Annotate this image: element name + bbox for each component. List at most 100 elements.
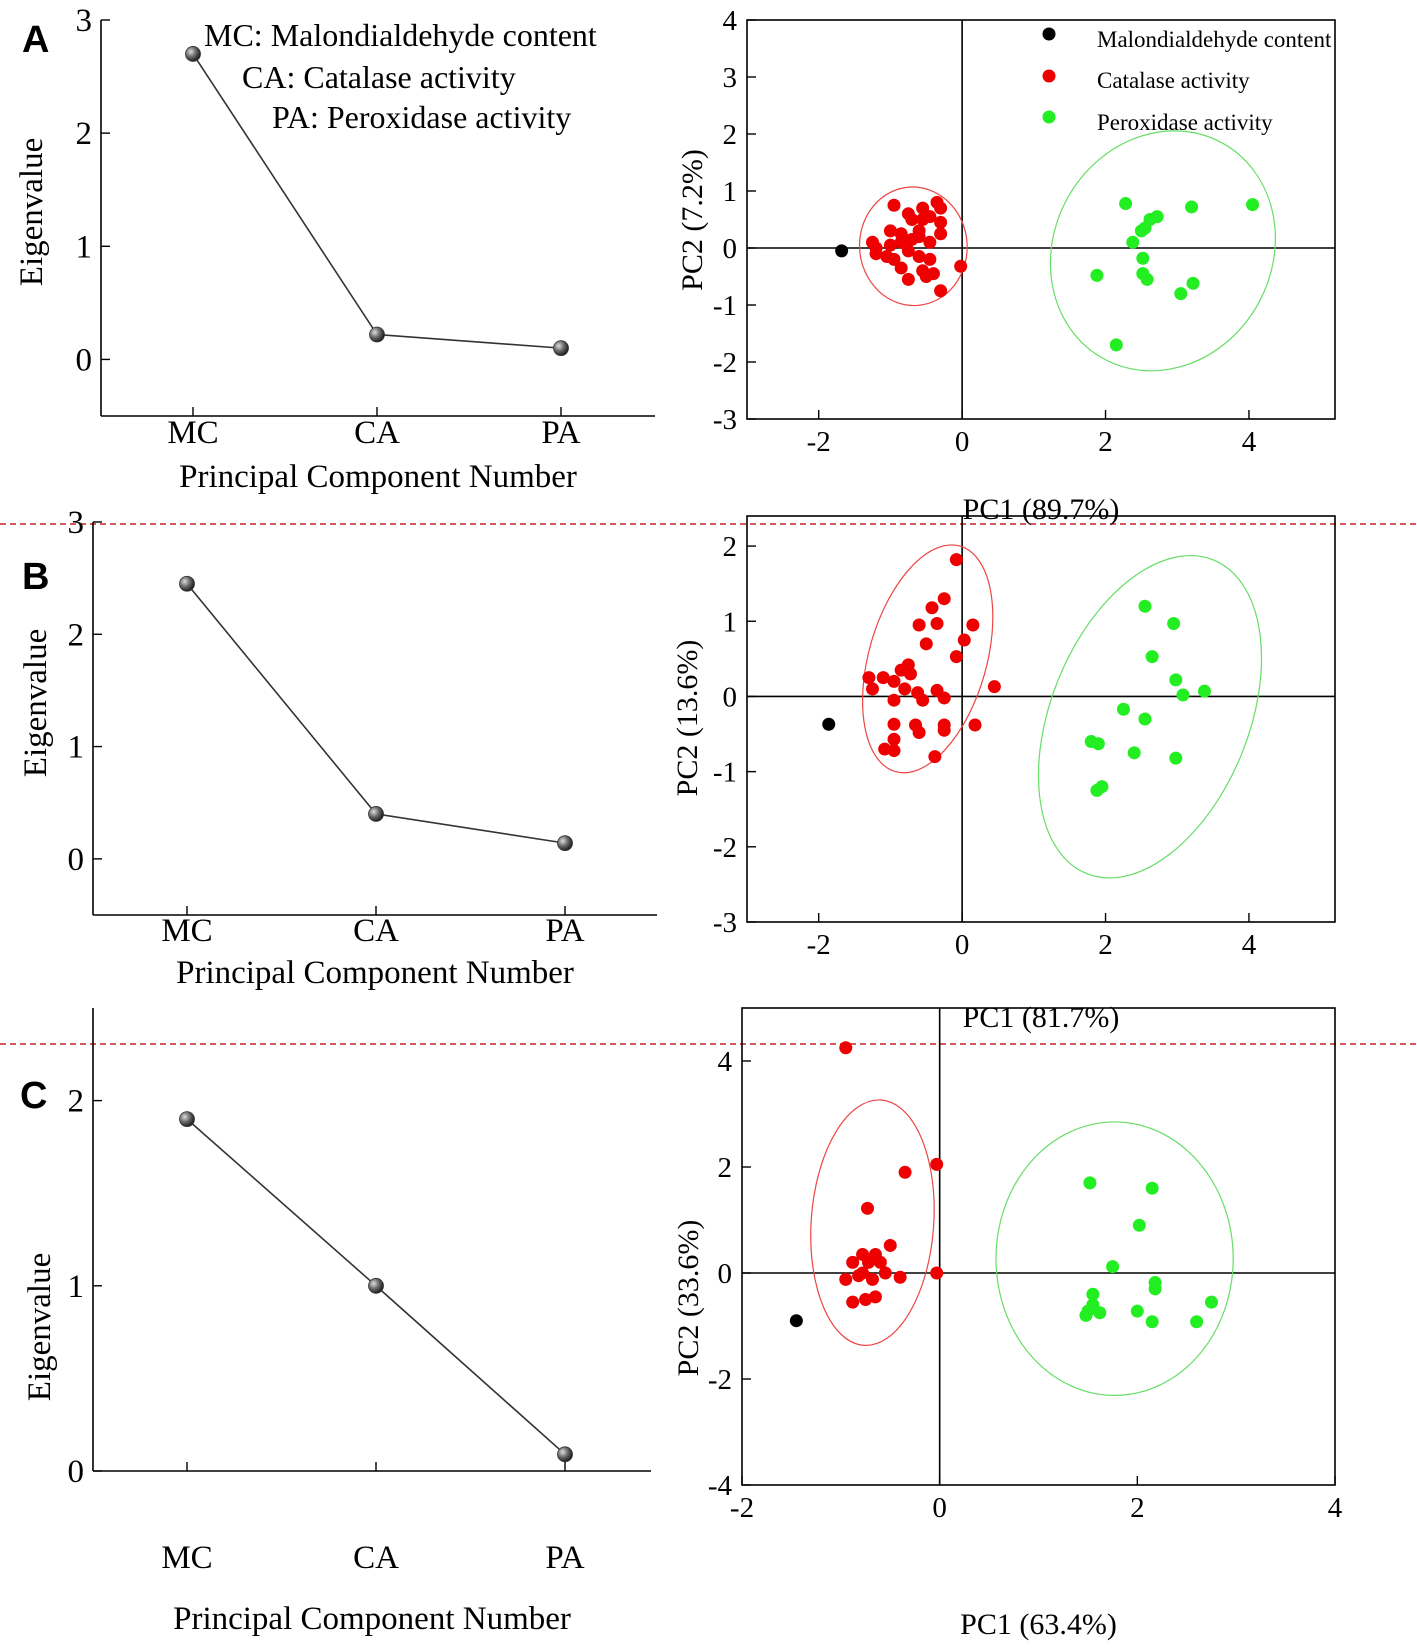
scatter-point-ca	[912, 230, 926, 244]
scatter-point-pa	[1145, 1315, 1159, 1329]
y-axis-title: Eigenvalue	[14, 138, 50, 286]
plot-frame	[746, 19, 1336, 420]
scatter-point-ca	[901, 272, 915, 286]
scatter-point-ca	[954, 259, 968, 273]
charts-layer: 0 1 2 3 MC CA PA Principal Component Number Eige…	[14, 3, 1343, 1641]
y-tick-label: 3	[68, 505, 85, 541]
scatter-point-mc	[822, 717, 836, 731]
scatter-point-pa	[1167, 617, 1181, 631]
confidence-ellipse-ca	[861, 544, 994, 774]
abbrev-ca: CA: Catalase activity	[242, 59, 516, 95]
panel-letter-a: A	[22, 19, 49, 61]
scatter-point-ca	[903, 667, 917, 681]
legend-label-ca: Catalase activity	[1097, 68, 1250, 93]
scatter-point-ca	[887, 693, 901, 707]
legend-marker-pa	[1042, 110, 1056, 124]
scatter-point-ca	[966, 618, 980, 632]
y-tick-label: 2	[76, 116, 93, 152]
scatter-point-ca	[878, 1266, 892, 1280]
scatter-point-ca	[869, 247, 883, 261]
y-axis-title: PC2 (33.6%)	[672, 1220, 705, 1377]
scatter-point-pa	[1145, 1181, 1159, 1195]
x-tick-label: 2	[1098, 426, 1113, 458]
scatter-point-ca	[912, 726, 926, 740]
scatter-point-pa	[1185, 200, 1199, 214]
abbreviation-key: MC: Malondialdehyde content CA: Catalase…	[204, 17, 597, 135]
y-tick-label: 1	[723, 606, 738, 638]
x-tick-label-mc: MC	[161, 913, 212, 949]
abbrev-pa: PA: Peroxidase activity	[272, 99, 571, 135]
scatter-point-pa	[1127, 746, 1141, 760]
scatter-point-ca	[839, 1272, 853, 1286]
scatter-point-ca	[887, 674, 901, 688]
scatter-point-pa	[1134, 224, 1148, 238]
y-tick-label: 1	[723, 176, 738, 208]
y-tick-label: 3	[76, 3, 93, 39]
scree-point-ca	[368, 1277, 384, 1294]
scatter-point-pa	[1109, 338, 1123, 352]
scatter-point-ca	[905, 213, 919, 226]
x-tick-label: 0	[955, 426, 970, 458]
y-tick-label: 1	[68, 1269, 85, 1305]
y-tick-label: 2	[68, 617, 85, 653]
scatter-point-ca	[883, 238, 897, 252]
x-tick-label-mc: MC	[167, 415, 218, 451]
legend-label-mc: Malondialdehyde content	[1097, 27, 1332, 52]
scatter-point-ca	[887, 198, 901, 212]
scatter-point-pa	[1186, 276, 1200, 290]
scatter-point-ca	[916, 693, 930, 707]
x-tick-label: -2	[807, 426, 831, 458]
scatter-point-ca	[846, 1255, 860, 1269]
scatter-point-ca	[894, 261, 908, 275]
scatter-point-ca	[868, 1290, 882, 1304]
scatter-point-pa	[1138, 599, 1152, 613]
x-axis-title: PC1 (81.7%)	[963, 1001, 1120, 1034]
x-tick-label: 2	[1130, 1492, 1145, 1524]
x-tick-label-ca: CA	[353, 1540, 399, 1576]
scatter-point-pa	[1126, 235, 1140, 249]
y-tick-label: -4	[708, 1470, 733, 1502]
scatter-point-pa	[1197, 684, 1211, 698]
y-tick-label: -2	[713, 832, 737, 864]
y-tick-label: 2	[723, 119, 738, 151]
scatter-point-pa	[1116, 702, 1130, 716]
x-tick-label: 4	[1328, 1492, 1343, 1524]
abbrev-mc: MC: Malondialdehyde content	[204, 17, 597, 53]
scatter-point-ca	[901, 244, 915, 258]
x-axis-title: Principal Component Number	[173, 1601, 571, 1637]
confidence-ellipse-ca	[810, 1099, 935, 1346]
y-tick-label: 0	[723, 681, 738, 713]
scatter-point-pa	[1083, 1176, 1097, 1190]
scree-point-mc	[179, 1111, 195, 1128]
scatter-point-pa	[1138, 712, 1152, 726]
x-axis-title: PC1 (89.7%)	[963, 493, 1120, 526]
y-tick-label: -1	[713, 290, 737, 322]
scatter-point-pa	[1145, 650, 1159, 664]
scatter-point-ca	[923, 210, 937, 224]
y-tick-label: 2	[723, 531, 738, 563]
plot-frame	[741, 1007, 1336, 1486]
y-axis-title: PC2 (13.6%)	[671, 640, 704, 797]
y-tick-label: -2	[708, 1364, 732, 1396]
x-tick-label-pa: PA	[545, 1540, 584, 1576]
scatter-point-ca	[916, 201, 930, 215]
scatter-point-pa	[1091, 737, 1105, 751]
y-tick-label: 4	[718, 1046, 733, 1078]
scatter-point-ca	[934, 227, 948, 241]
y-tick-label: 2	[68, 1084, 85, 1120]
legend-label-pa: Peroxidase activity	[1097, 110, 1273, 135]
scatter-point-ca	[862, 1255, 876, 1269]
scree-point-mc	[179, 575, 195, 592]
scatter-point-ca	[987, 680, 1001, 694]
legend: Malondialdehyde content Catalase activit…	[1042, 27, 1332, 135]
y-axis-title: Eigenvalue	[18, 629, 54, 777]
scatter-point-ca	[925, 601, 939, 615]
scree-point-pa	[557, 835, 573, 852]
scree-point-pa	[553, 340, 569, 357]
scatter-point-pa	[1136, 251, 1150, 265]
scatter-point-ca	[937, 592, 951, 606]
y-tick-label: 0	[68, 842, 85, 878]
scatter-point-ca	[852, 1269, 866, 1283]
y-tick-label: -3	[713, 907, 737, 939]
